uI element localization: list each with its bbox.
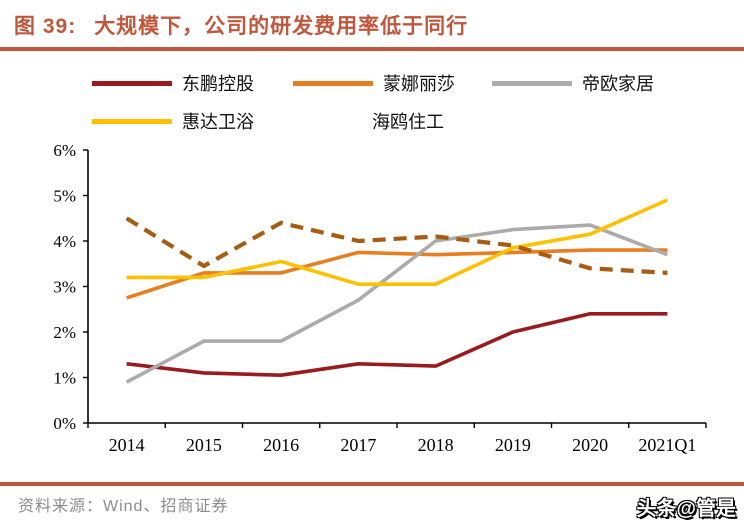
y-tick-label: 5%: [53, 187, 76, 206]
title-divider: [0, 47, 744, 51]
y-tick-label: 3%: [53, 278, 76, 297]
x-axis: 2014 2015 2016 2017 2018 2019 2020 2021Q1: [87, 422, 707, 455]
chart-canvas: 0%1%2%3%4%5%6%2014 2015 2016 2017 2018 2019 20…: [53, 141, 707, 455]
legend-item-label: 蒙娜丽莎: [383, 74, 455, 94]
legend-item-label: 惠达卫浴: [182, 112, 254, 132]
series-line-2: [125, 223, 669, 384]
legend-item: 惠达卫浴: [92, 110, 254, 132]
legend-item-label: 帝欧家居: [582, 74, 654, 94]
chart-legend: 东鹏控股 蒙娜丽莎 帝欧家居惠达卫浴 海鸥住工: [0, 0, 744, 140]
y-tick-label: 4%: [53, 232, 76, 251]
x-tick-label: 2016: [263, 435, 299, 455]
y-tick-label: 0%: [53, 414, 76, 433]
legend-line-swatch: [293, 80, 373, 86]
x-tick-label: 2021Q1: [638, 435, 696, 455]
watermark-badge: 头条@管是: [636, 498, 736, 520]
y-tick-label: 2%: [53, 323, 76, 342]
x-tick-label: 2017: [340, 435, 376, 455]
x-tick-label: 2014: [109, 435, 145, 455]
series-line-4: [125, 216, 668, 275]
source-note: 资料来源：Wind、招商证券: [18, 498, 229, 515]
figure-title: 大规模下，公司的研发费用率低于同行: [94, 15, 469, 38]
footer-divider: [0, 482, 744, 486]
series-line-1: [126, 248, 668, 300]
legend-item: 海鸥住工: [293, 110, 444, 132]
line-chart: 0% 1% 2% 3% 4% 5% 6% 2014 2015 2016 2017 2018 2019 20…: [0, 140, 744, 475]
y-tick-label: 1%: [53, 369, 76, 388]
legend-line-swatch: [293, 119, 362, 124]
legend-item-label: 东鹏控股: [182, 74, 254, 94]
legend-item: 蒙娜丽莎: [293, 72, 455, 94]
y-tick-label: 6%: [53, 141, 76, 160]
x-tick-label: 2019: [495, 435, 531, 455]
legend-line-swatch: [492, 80, 572, 86]
y-axis: 0% 1% 2% 3% 4% 5% 6%: [53, 141, 89, 433]
legend-item: 东鹏控股: [92, 72, 254, 94]
x-tick-label: 2018: [418, 435, 454, 455]
x-tick-label: 2020: [572, 435, 608, 455]
legend-item-label: 海鸥住工: [372, 112, 444, 132]
figure-title-row: 图 39: 大规模下，公司的研发费用率低于同行: [14, 10, 468, 40]
x-tick-label: 2015: [186, 435, 222, 455]
figure-number-label: 图 39:: [14, 15, 77, 38]
series-line-0: [126, 312, 668, 377]
legend-line-swatch: [92, 118, 172, 124]
series-line-3: [126, 198, 669, 286]
legend-item: 帝欧家居: [492, 72, 654, 94]
legend-line-swatch: [92, 80, 172, 86]
